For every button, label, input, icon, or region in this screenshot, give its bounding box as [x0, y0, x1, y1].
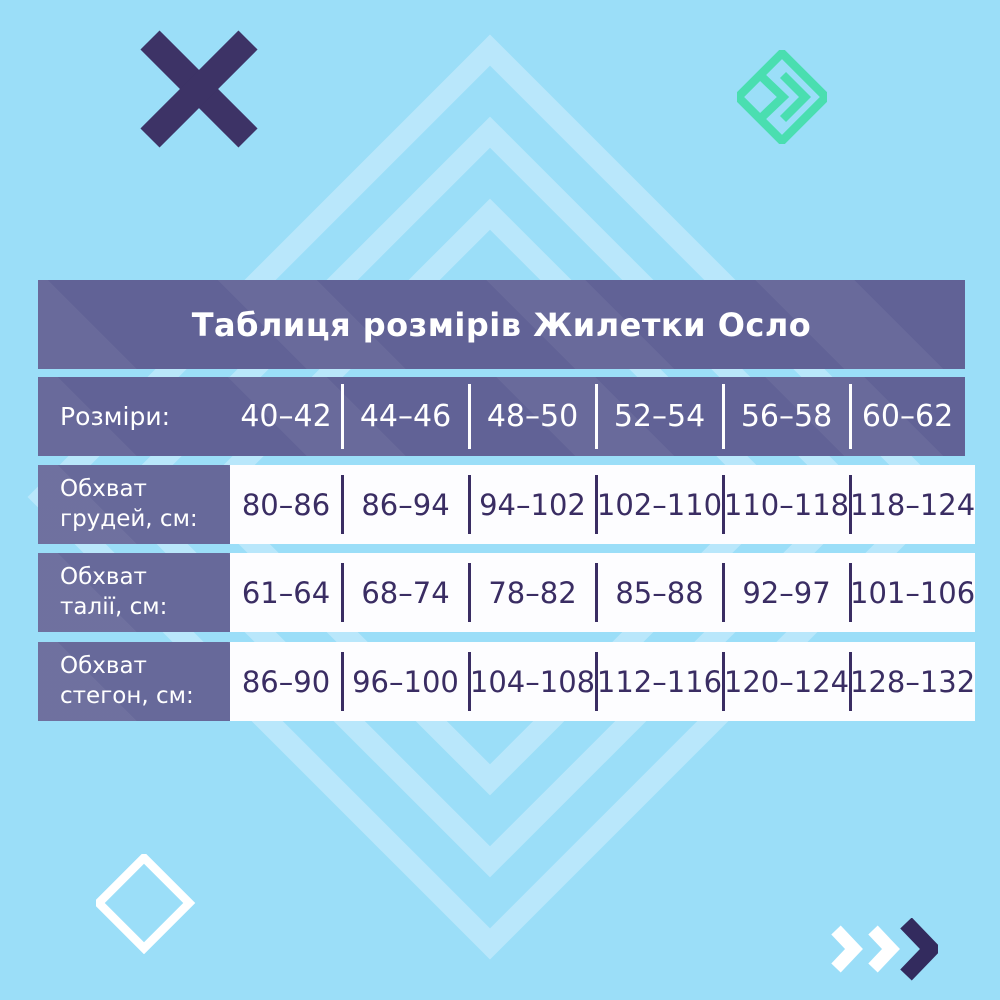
table-cell: 94–102 — [468, 465, 596, 544]
table-cell: 86–94 — [341, 465, 469, 544]
x-mark-icon — [140, 30, 258, 148]
diamond-outline-icon — [96, 854, 196, 954]
table-cell: 68–74 — [341, 553, 469, 632]
row-label: Обхват грудей, см: — [38, 465, 230, 544]
table-cell: 102–110 — [595, 465, 723, 544]
table-title: Таблиця розмірів Жилетки Осло — [191, 305, 812, 344]
size-cell: 44–46 — [341, 377, 469, 456]
table-cell: 120–124 — [722, 642, 850, 721]
table-cell: 78–82 — [468, 553, 596, 632]
table-cell: 86–90 — [230, 642, 342, 721]
size-cell: 52–54 — [595, 377, 723, 456]
table-cell: 92–97 — [722, 553, 850, 632]
table-cell: 85–88 — [595, 553, 723, 632]
table-cell: 110–118 — [722, 465, 850, 544]
diamond-chevron-logo-icon — [737, 50, 827, 144]
table-cell: 128–132 — [848, 642, 976, 721]
table-row-hips: Обхват стегон, см: 86–90 96–100 104–108 … — [38, 642, 976, 721]
size-cell: 60–62 — [849, 377, 965, 456]
table-cell: 118–124 — [848, 465, 976, 544]
size-cell: 40–42 — [240, 399, 332, 434]
size-cell: 48–50 — [468, 377, 596, 456]
size-row-label: Розміри: — [60, 402, 171, 431]
table-cell: 112–116 — [595, 642, 723, 721]
size-table: Таблиця розмірів Жилетки Осло Розміри: 4… — [38, 280, 976, 721]
size-cell: 56–58 — [722, 377, 850, 456]
size-row: Розміри: 40–42 44–46 48–50 52–54 56–58 6… — [38, 377, 965, 456]
table-row-waist: Обхват талії, см: 61–64 68–74 78–82 85–8… — [38, 553, 976, 632]
table-cell: 61–64 — [230, 553, 342, 632]
row-label: Обхват стегон, см: — [38, 642, 230, 721]
triple-chevron-icon — [831, 918, 938, 981]
table-cell: 80–86 — [230, 465, 342, 544]
table-cell: 104–108 — [468, 642, 596, 721]
table-title-bar: Таблиця розмірів Жилетки Осло — [38, 280, 965, 369]
table-cell: 96–100 — [341, 642, 469, 721]
table-row-chest: Обхват грудей, см: 80–86 86–94 94–102 10… — [38, 465, 976, 544]
table-cell: 101–106 — [848, 553, 976, 632]
row-label: Обхват талії, см: — [38, 553, 230, 632]
